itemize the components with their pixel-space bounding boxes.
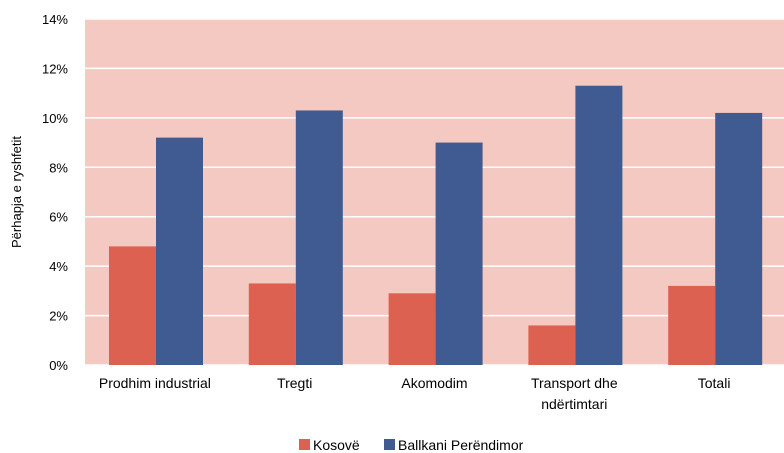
y-axis-ticks: 0% 2% 4% 6% 8% 10% 12% 14% — [42, 12, 68, 373]
y-tick-label: 0% — [49, 358, 68, 373]
bar-kosove-0 — [109, 246, 156, 365]
bars — [109, 85, 763, 366]
bar-ballkani-3 — [575, 85, 623, 365]
y-tick-label: 12% — [42, 61, 68, 76]
x-category-label: Totali — [698, 375, 731, 391]
y-tick-label: 14% — [42, 12, 68, 27]
legend-label: Ballkani Perëndimor — [398, 437, 524, 453]
y-tick-label: 8% — [49, 160, 68, 175]
x-axis-categories: Prodhim industrial Tregti Akomodim Transpor… — [99, 375, 731, 412]
bar-kosove-1 — [248, 283, 296, 365]
y-tick-label: 6% — [49, 210, 68, 225]
x-category-label: Tregti — [277, 375, 312, 391]
bar-ballkani-2 — [435, 142, 483, 365]
legend-label: Kosovë — [313, 437, 360, 453]
bar-ballkani-0 — [156, 137, 203, 365]
y-tick-label: 4% — [49, 259, 68, 274]
y-tick-label: 10% — [42, 111, 68, 126]
x-category-label: Prodhim industrial — [99, 375, 211, 391]
x-category-label: ndërtimtari — [541, 396, 607, 412]
x-category-label: Akomodim — [401, 375, 467, 391]
y-tick-label: 2% — [49, 309, 68, 324]
legend-swatch — [299, 439, 310, 450]
legend-swatch — [384, 439, 395, 450]
legend: Kosovë Ballkani Perëndimor — [299, 437, 524, 453]
bar-ballkani-1 — [295, 110, 343, 365]
y-axis-title: Përhapja e ryshfetit — [9, 136, 24, 248]
bar-ballkani-4 — [715, 112, 763, 366]
bar-kosove-2 — [388, 293, 436, 365]
bar-kosove-4 — [668, 285, 716, 365]
bar-kosove-3 — [528, 325, 576, 365]
x-category-label: Transport dhe — [531, 375, 618, 391]
